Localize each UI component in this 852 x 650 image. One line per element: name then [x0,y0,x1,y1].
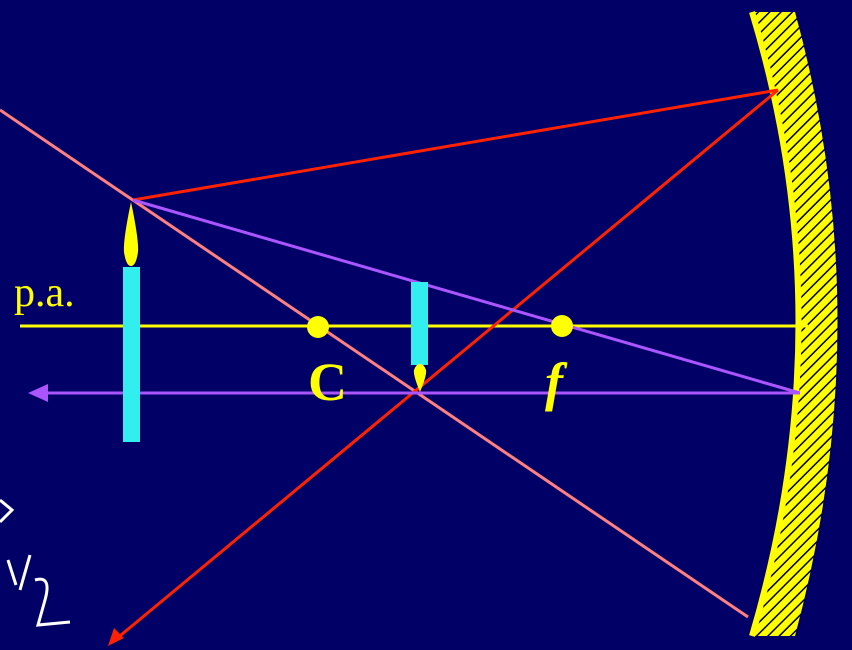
image-flame [413,364,427,392]
ray-center [0,108,749,619]
handwriting [6,554,71,627]
handwriting [0,498,15,524]
arrow-head [108,628,124,646]
center-label: C [308,352,347,412]
arrow-head [28,384,48,402]
mirror-back [752,12,838,636]
object-flame [123,202,139,266]
mirror [749,11,802,637]
ray-parallel-out [114,88,779,642]
image-candle [411,282,428,365]
axis-label: p.a. [14,270,75,316]
ray-parallel-in [132,88,779,202]
object-candle [123,267,140,442]
focus-point [551,315,573,337]
ray-focus-in [132,198,801,395]
center-point [307,316,329,338]
focus-label: f [545,352,568,412]
